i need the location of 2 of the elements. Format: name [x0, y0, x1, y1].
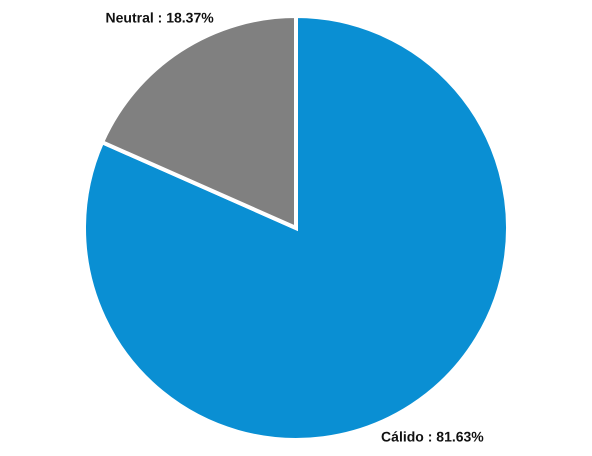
slice-label: Neutral : 18.37% [106, 9, 214, 26]
slice-label: Cálido : 81.63% [381, 428, 484, 445]
